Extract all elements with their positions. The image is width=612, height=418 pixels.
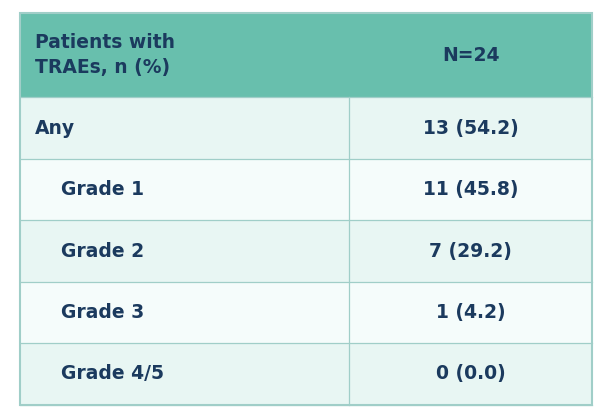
Text: 0 (0.0): 0 (0.0) [436, 364, 506, 383]
Text: 11 (45.8): 11 (45.8) [423, 180, 518, 199]
FancyBboxPatch shape [20, 282, 592, 343]
Text: Patients with
TRAEs, n (%): Patients with TRAEs, n (%) [35, 33, 175, 77]
Text: 13 (54.2): 13 (54.2) [423, 119, 518, 138]
Text: Grade 3: Grade 3 [61, 303, 144, 322]
FancyBboxPatch shape [20, 13, 592, 97]
Text: Grade 2: Grade 2 [61, 242, 144, 260]
FancyBboxPatch shape [20, 220, 592, 282]
Text: Any: Any [35, 119, 75, 138]
Text: Grade 4/5: Grade 4/5 [61, 364, 164, 383]
Text: 1 (4.2): 1 (4.2) [436, 303, 506, 322]
Text: N=24: N=24 [442, 46, 499, 65]
Text: Grade 1: Grade 1 [61, 180, 144, 199]
FancyBboxPatch shape [20, 159, 592, 220]
Text: 7 (29.2): 7 (29.2) [429, 242, 512, 260]
FancyBboxPatch shape [20, 343, 592, 405]
FancyBboxPatch shape [20, 97, 592, 159]
